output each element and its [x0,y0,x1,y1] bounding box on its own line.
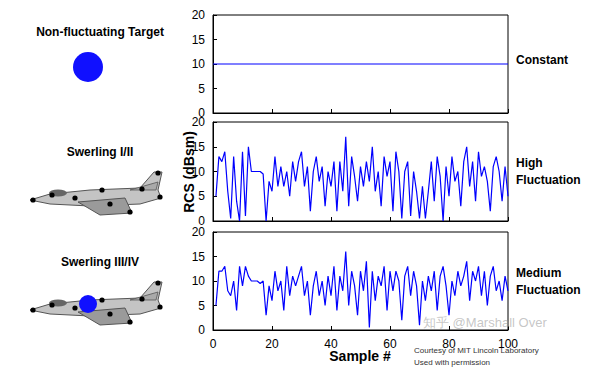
svg-text:Medium: Medium [516,266,561,280]
svg-text:RCS (dBsm): RCS (dBsm) [181,131,197,213]
svg-text:40: 40 [324,337,338,351]
svg-text:High: High [516,156,543,170]
svg-text:Constant: Constant [516,53,568,67]
svg-text:Swerling III/IV: Swerling III/IV [61,255,139,269]
svg-text:15: 15 [192,250,206,264]
svg-text:20: 20 [192,225,206,239]
svg-text:5: 5 [198,189,205,203]
svg-text:20: 20 [265,337,279,351]
svg-text:10: 10 [192,274,206,288]
svg-text:10: 10 [192,57,206,71]
svg-text:Non-fluctuating Target: Non-fluctuating Target [36,25,164,39]
svg-text:100: 100 [498,337,518,351]
svg-text:0: 0 [198,214,205,228]
svg-text:0: 0 [210,337,217,351]
svg-text:Used with permission: Used with permission [414,358,490,367]
svg-text:15: 15 [192,33,206,47]
svg-text:20: 20 [192,115,206,129]
svg-text:5: 5 [198,299,205,313]
svg-text:知乎 @Marshall Over: 知乎 @Marshall Over [423,315,547,330]
svg-text:Swerling I/II: Swerling I/II [67,145,134,159]
svg-text:Fluctuation: Fluctuation [516,173,581,187]
svg-text:Fluctuation: Fluctuation [516,283,581,297]
svg-text:20: 20 [192,8,206,22]
svg-text:0: 0 [198,106,205,120]
svg-text:Sample #: Sample # [329,348,391,364]
svg-text:60: 60 [383,337,397,351]
svg-text:5: 5 [198,82,205,96]
svg-text:Courtesy of MIT Lincoln Labora: Courtesy of MIT Lincoln Laboratory [414,346,539,355]
svg-text:0: 0 [198,323,205,337]
svg-text:15: 15 [192,140,206,154]
svg-text:10: 10 [192,165,206,179]
svg-text:80: 80 [442,337,456,351]
